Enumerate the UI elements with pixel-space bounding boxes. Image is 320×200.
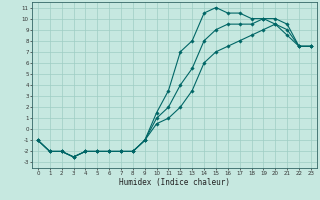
X-axis label: Humidex (Indice chaleur): Humidex (Indice chaleur)	[119, 178, 230, 187]
